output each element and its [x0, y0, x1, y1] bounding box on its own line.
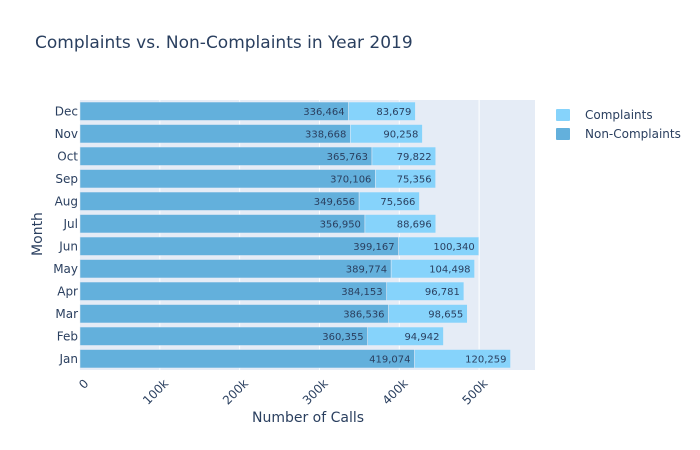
bar-label-non-complaints-jan: 419,074	[369, 354, 410, 365]
bar-non-complaints-may[interactable]	[79, 259, 392, 279]
bar-non-complaints-jan[interactable]	[79, 349, 415, 369]
bar-complaints-nov[interactable]	[350, 124, 423, 144]
y-tick-may: May	[53, 262, 78, 276]
bar-labels: 419,074 120,259 360,355 94,942 386,536 98,655…	[303, 107, 506, 366]
legend: Complaints Non-Complaints	[556, 105, 681, 143]
bar-label-complaints-may: 104,498	[429, 264, 470, 275]
bar-label-non-complaints-jun: 399,167	[353, 242, 394, 253]
bar-label-non-complaints-sep: 370,106	[330, 174, 371, 185]
y-tick-jul: Jul	[63, 217, 78, 231]
bar-complaints-jan[interactable]	[414, 349, 511, 369]
legend-swatch-complaints	[556, 108, 570, 121]
bars[interactable]	[79, 101, 511, 369]
grid-lines	[159, 100, 480, 370]
bar-label-complaints-apr: 96,781	[425, 287, 460, 298]
bar-complaints-jun[interactable]	[398, 236, 479, 256]
bar-complaints-oct[interactable]	[371, 146, 436, 166]
y-tick-nov: Nov	[55, 127, 78, 141]
x-tick-label: 400k	[380, 376, 411, 407]
bar-label-complaints-nov: 90,258	[383, 129, 418, 140]
x-tick-labels: 0 100k 200k 300k 400k 500k	[76, 376, 490, 407]
legend-item-complaints[interactable]: Complaints	[556, 105, 681, 124]
bar-label-complaints-jan: 120,259	[465, 354, 506, 365]
bar-label-non-complaints-dec: 336,464	[303, 107, 344, 118]
bar-label-complaints-jun: 100,340	[433, 242, 474, 253]
bar-label-complaints-dec: 83,679	[376, 107, 411, 118]
bar-label-non-complaints-oct: 365,763	[327, 152, 368, 163]
bar-label-non-complaints-feb: 360,355	[322, 332, 363, 343]
bar-label-non-complaints-nov: 338,668	[305, 129, 346, 140]
bar-label-non-complaints-jul: 356,950	[320, 219, 361, 230]
chart-title: Complaints vs. Non-Complaints in Year 20…	[35, 33, 413, 53]
y-tick-feb: Feb	[57, 329, 78, 343]
bar-complaints-feb[interactable]	[367, 326, 444, 346]
bar-label-non-complaints-aug: 349,656	[314, 197, 355, 208]
bar-label-complaints-feb: 94,942	[404, 332, 439, 343]
x-tick-label: 0	[76, 376, 91, 391]
y-tick-apr: Apr	[57, 284, 78, 298]
x-tick-label: 300k	[300, 376, 331, 407]
y-tick-jun: Jun	[58, 239, 78, 253]
bar-complaints-mar[interactable]	[388, 304, 468, 324]
y-tick-aug: Aug	[55, 194, 78, 208]
bar-label-non-complaints-may: 389,774	[346, 264, 387, 275]
bar-label-non-complaints-mar: 386,536	[343, 309, 384, 320]
bar-label-complaints-aug: 75,566	[380, 197, 415, 208]
y-tick-jan: Jan	[59, 352, 79, 366]
legend-label-non-complaints: Non-Complaints	[585, 126, 681, 141]
bar-complaints-dec[interactable]	[348, 101, 416, 121]
bar-complaints-jul[interactable]	[364, 214, 436, 234]
y-tick-labels: Jan Feb Mar Apr May Jun Jul Aug Sep Oct Nov Dec	[53, 104, 78, 366]
legend-label-complaints: Complaints	[585, 107, 653, 122]
x-tick-label: 500k	[459, 376, 490, 407]
y-tick-sep: Sep	[55, 172, 78, 186]
y-axis-title: Month	[30, 212, 46, 256]
bar-complaints-sep[interactable]	[375, 169, 436, 189]
bar-label-non-complaints-apr: 384,153	[341, 287, 382, 298]
bar-label-complaints-sep: 75,356	[397, 174, 432, 185]
bar-label-complaints-oct: 79,822	[397, 152, 432, 163]
x-tick-label: 200k	[220, 376, 251, 407]
y-tick-dec: Dec	[55, 104, 78, 118]
bar-complaints-aug[interactable]	[358, 191, 420, 211]
plot-area	[80, 100, 535, 370]
bar-complaints-may[interactable]	[390, 259, 475, 279]
y-tick-mar: Mar	[55, 307, 78, 321]
bar-label-complaints-jul: 88,696	[397, 219, 432, 230]
y-tick-oct: Oct	[57, 149, 78, 163]
x-tick-label: 100k	[140, 376, 171, 407]
bar-label-complaints-mar: 98,655	[428, 309, 463, 320]
legend-item-non-complaints[interactable]: Non-Complaints	[556, 124, 681, 143]
legend-swatch-non-complaints	[556, 127, 570, 140]
bar-complaints-apr[interactable]	[386, 281, 465, 301]
bar-non-complaints-jun[interactable]	[79, 236, 399, 256]
x-axis-title: Number of Calls	[252, 410, 364, 426]
